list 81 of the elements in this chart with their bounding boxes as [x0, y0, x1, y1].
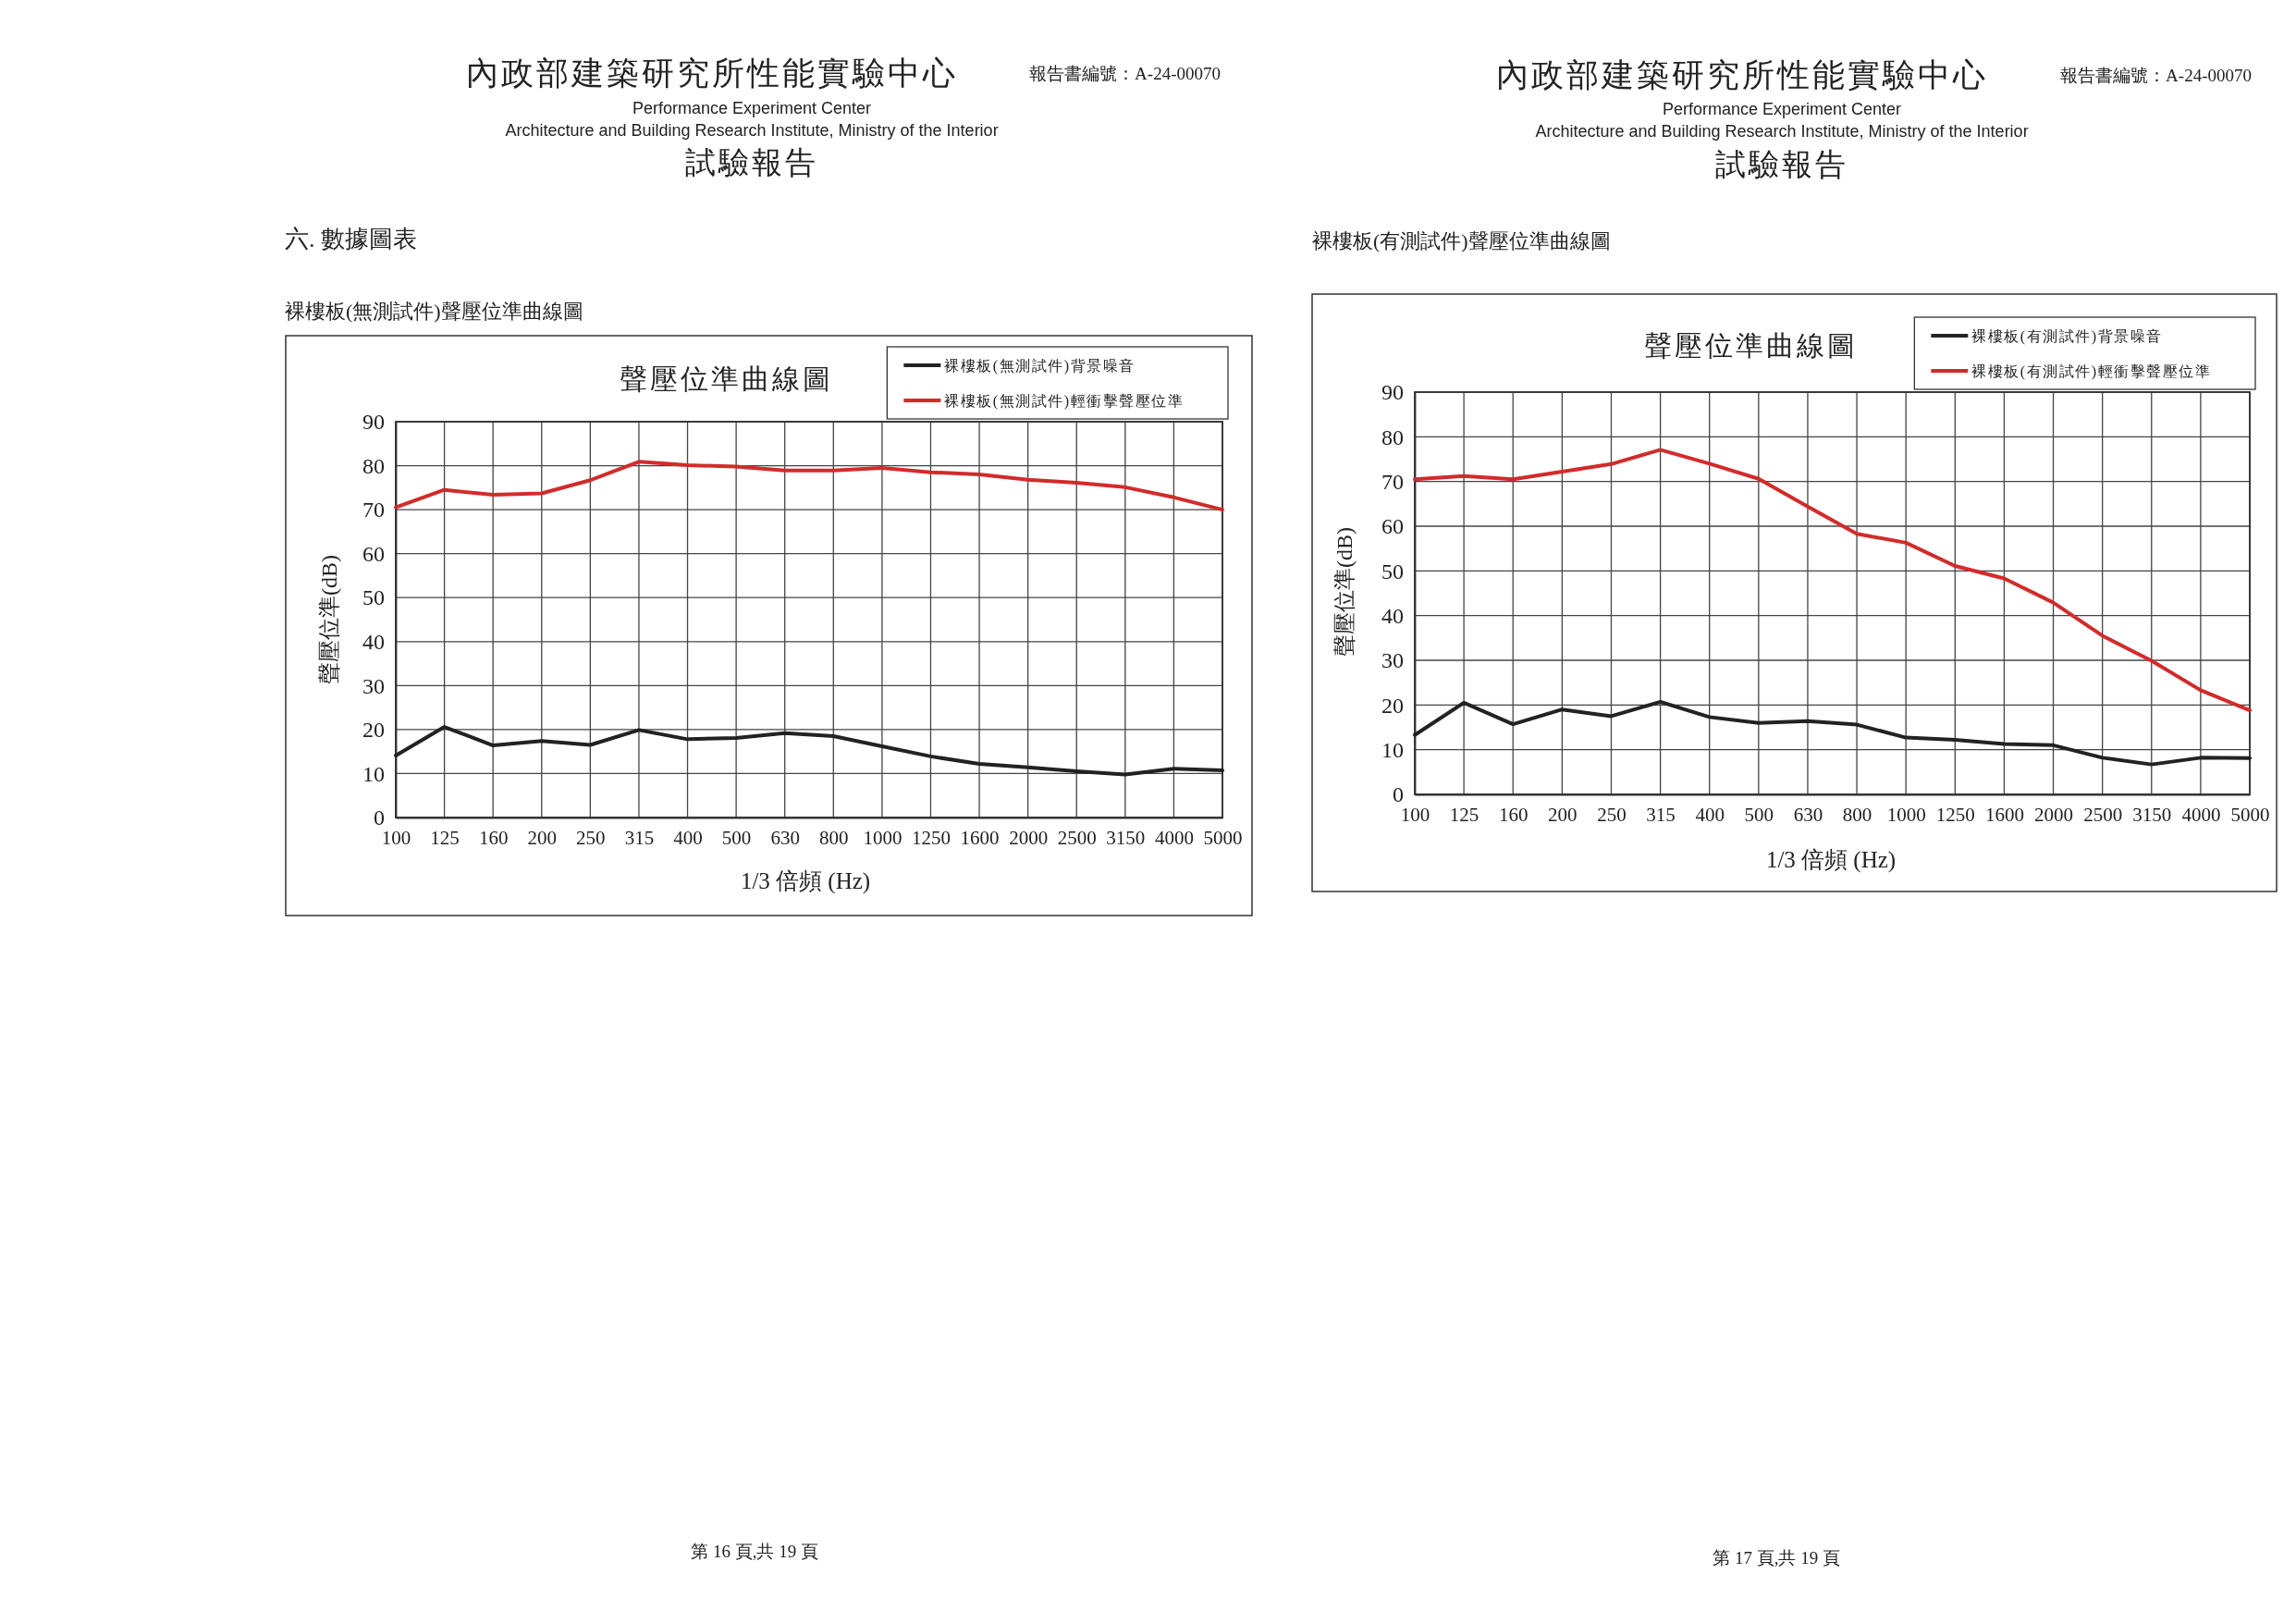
text: 六. 數據圖表 [285, 225, 417, 252]
line-series [1413, 699, 2252, 767]
text: 裸樓板(有測試件)聲壓位準曲線圖 [1312, 228, 1611, 252]
x-tick-label: 800 [1842, 803, 1872, 826]
y-tick-label: 60 [1381, 514, 1404, 539]
x-tick-label: 3150 [2132, 803, 2172, 826]
y-tick-label: 90 [362, 410, 385, 435]
x-tick-label: 200 [527, 826, 558, 849]
text: 試驗報告 [685, 146, 818, 179]
x-tick-label: 5000 [1203, 826, 1243, 849]
x-tick-label: 160 [478, 826, 509, 849]
y-tick-label: 10 [362, 761, 385, 786]
line-series [394, 725, 1224, 777]
text: 報告書編號：A-24-00070 [1029, 63, 1221, 83]
text: Performance Experiment Center [1662, 100, 1902, 118]
y-tick-label: 10 [1381, 737, 1404, 762]
x-tick-label: 1000 [863, 826, 902, 849]
x-axis-title: 1/3 倍頻 (Hz) [740, 867, 871, 894]
y-tick-label: 20 [362, 718, 385, 743]
x-tick-label: 250 [1597, 803, 1627, 826]
x-tick-label: 125 [430, 826, 460, 849]
x-tick-label: 5000 [2230, 803, 2270, 826]
chart-title: 聲壓位準曲線圖 [619, 363, 833, 394]
x-tick-label: 4000 [2181, 803, 2221, 826]
chart-title: 聲壓位準曲線圖 [1643, 329, 1858, 361]
y-tick-label: 70 [1381, 469, 1404, 494]
x-axis-title: 1/3 倍頻 (Hz) [1765, 846, 1897, 873]
text: 內政部建築研究所性能實驗中心 [466, 55, 958, 92]
x-tick-label: 1000 [1886, 803, 1926, 826]
x-tick-label: 1600 [1984, 803, 2024, 826]
x-tick-label: 250 [576, 826, 606, 849]
x-tick-label: 2000 [2034, 803, 2074, 826]
legend-label: 裸樓板(有測試件)輕衝擊聲壓位準 [1971, 363, 2211, 380]
y-tick-label: 40 [362, 629, 385, 654]
y-tick-label: 80 [1381, 424, 1404, 449]
legend-label: 裸樓板(有測試件)背景噪音 [1971, 327, 2163, 345]
y-tick-label: 80 [362, 453, 385, 478]
x-tick-label: 400 [673, 826, 703, 849]
x-tick-label: 630 [770, 826, 800, 849]
text: Architecture and Building Research Institute, Ministry of the Interior [505, 121, 999, 140]
line-series [394, 460, 1224, 512]
y-tick-label: 90 [1381, 380, 1404, 405]
x-tick-label: 2000 [1009, 826, 1049, 849]
x-tick-label: 630 [1793, 803, 1823, 826]
x-tick-label: 125 [1449, 803, 1480, 826]
y-tick-label: 70 [362, 498, 385, 523]
x-tick-label: 400 [1695, 803, 1725, 826]
x-tick-label: 2500 [2083, 803, 2123, 826]
x-tick-label: 4000 [1154, 826, 1194, 849]
x-tick-label: 500 [1744, 803, 1774, 826]
y-tick-label: 30 [362, 673, 385, 698]
x-tick-label: 1250 [911, 826, 951, 849]
y-tick-label: 20 [1381, 693, 1404, 718]
text: Performance Experiment Center [632, 99, 872, 117]
y-tick-label: 50 [362, 585, 385, 610]
y-axis-title: 聲壓位準(dB) [317, 555, 341, 684]
legend-label: 裸樓板(無測試件)背景噪音 [944, 357, 1136, 375]
x-tick-label: 1250 [1935, 803, 1975, 826]
x-tick-label: 2500 [1057, 826, 1097, 849]
text: 第 17 頁,共 19 頁 [1713, 1547, 1840, 1568]
y-axis-title: 聲壓位準(dB) [1332, 527, 1357, 657]
text: 內政部建築研究所性能實驗中心 [1496, 56, 1988, 93]
x-tick-label: 315 [1646, 803, 1676, 826]
y-tick-label: 40 [1381, 603, 1404, 628]
x-tick-label: 1600 [960, 826, 1000, 849]
text: 裸樓板(無測試件)聲壓位準曲線圖 [285, 299, 583, 323]
legend-label: 裸樓板(無測試件)輕衝擊聲壓位準 [944, 392, 1184, 410]
x-tick-label: 800 [819, 826, 849, 849]
y-tick-label: 30 [1381, 648, 1404, 673]
x-tick-label: 3150 [1106, 826, 1146, 849]
x-tick-label: 500 [721, 826, 752, 849]
x-tick-label: 315 [624, 826, 655, 849]
text: 報告書編號：A-24-00070 [2060, 65, 2252, 85]
text: 試驗報告 [1715, 148, 1848, 181]
text: Architecture and Building Research Institute, Ministry of the Interior [1535, 122, 2029, 141]
x-tick-label: 160 [1498, 803, 1529, 826]
y-tick-label: 60 [362, 541, 385, 566]
text: 第 16 頁,共 19 頁 [691, 1541, 818, 1561]
x-tick-label: 200 [1548, 803, 1578, 826]
line-series [1413, 448, 2252, 713]
y-tick-label: 50 [1381, 559, 1404, 584]
